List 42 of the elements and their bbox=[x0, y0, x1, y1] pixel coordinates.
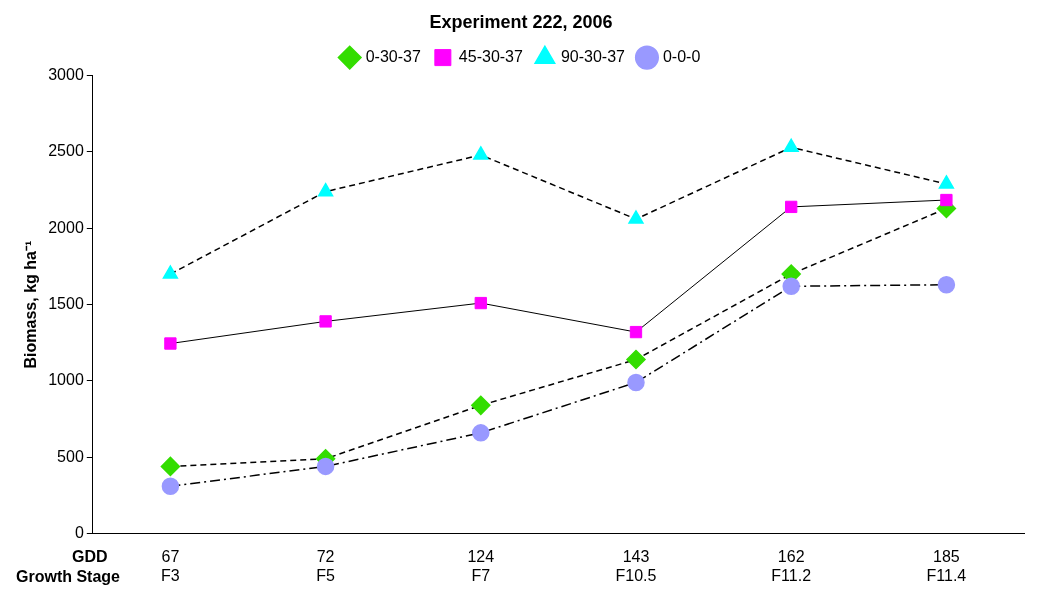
point bbox=[626, 349, 646, 370]
point bbox=[316, 457, 335, 476]
x-tick-label: 72 F5 bbox=[316, 547, 336, 584]
point bbox=[785, 200, 798, 214]
point bbox=[629, 325, 643, 339]
point bbox=[474, 296, 487, 310]
point bbox=[940, 193, 953, 207]
point bbox=[628, 210, 644, 224]
point bbox=[937, 276, 956, 294]
y-tick-label: 2500 bbox=[48, 142, 84, 160]
point bbox=[471, 395, 491, 416]
y-tick-label: 1500 bbox=[48, 295, 84, 313]
x-tick-label: 185 F11.4 bbox=[926, 547, 967, 584]
point bbox=[164, 337, 177, 350]
y-tick-label: 1000 bbox=[48, 371, 84, 389]
chart-title: Experiment 222, 2006 bbox=[429, 11, 613, 32]
x-tick-label: 162 F11.2 bbox=[771, 547, 812, 584]
legend-label: 45-30-37 bbox=[458, 48, 523, 66]
point bbox=[161, 477, 180, 496]
y-tick-label: 3000 bbox=[48, 66, 84, 84]
legend-label: 0-30-37 bbox=[365, 48, 421, 66]
x-tick-label: 124 F7 bbox=[467, 547, 495, 584]
legend-label: 90-30-37 bbox=[560, 48, 626, 66]
point bbox=[627, 373, 645, 392]
point bbox=[162, 265, 179, 279]
legend-label: 0-0-0 bbox=[662, 48, 701, 66]
y-axis-title: Biomass, kg ha⁻¹ bbox=[22, 240, 40, 369]
point bbox=[938, 175, 955, 189]
text: GDD bbox=[72, 548, 108, 566]
x-tick-label: 143 F10.5 bbox=[615, 547, 657, 584]
x-tick-label: 67 F3 bbox=[161, 547, 180, 584]
y-tick-label: 0 bbox=[74, 524, 84, 542]
point bbox=[319, 315, 332, 328]
text: Growth Stage bbox=[16, 568, 121, 586]
point bbox=[783, 138, 799, 153]
point bbox=[472, 424, 490, 442]
point bbox=[160, 456, 181, 477]
point bbox=[317, 182, 334, 197]
y-tick-label: 500 bbox=[57, 447, 84, 465]
point bbox=[782, 277, 800, 296]
y-tick-label: 2000 bbox=[48, 218, 84, 236]
point bbox=[473, 146, 489, 160]
